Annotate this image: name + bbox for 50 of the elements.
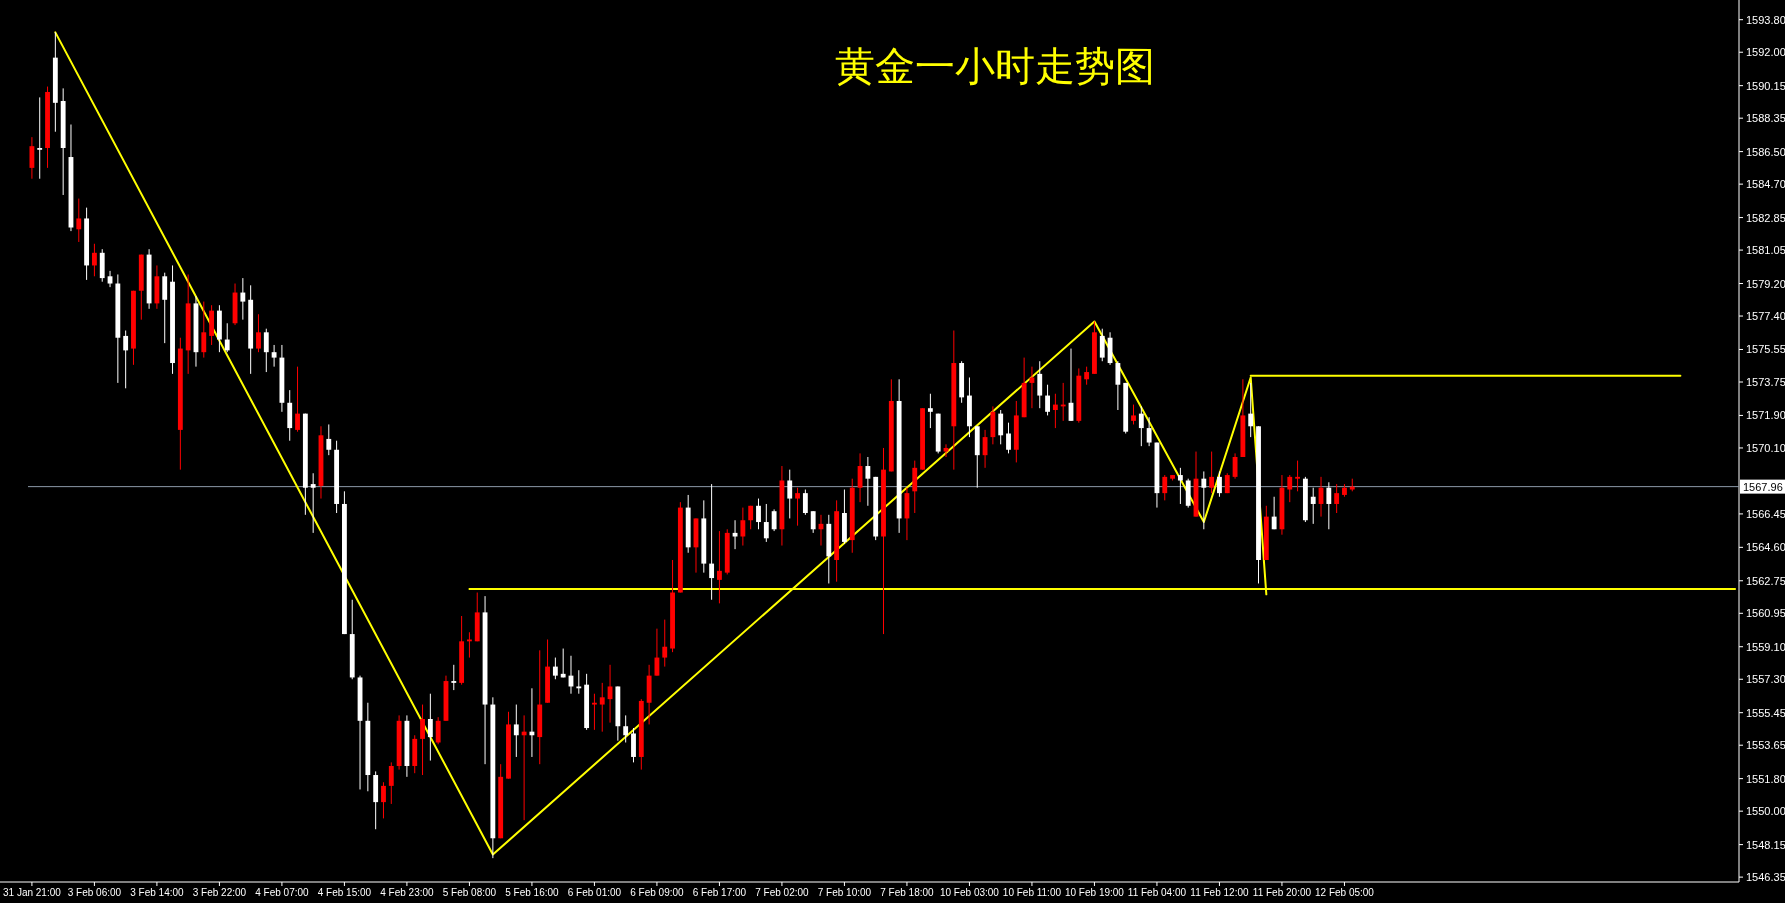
y-tick-label: 1575.55 — [1746, 343, 1785, 356]
y-tick-label: 1571.90 — [1746, 409, 1785, 422]
y-tick-label: 1573.75 — [1746, 376, 1785, 388]
x-tick-label: 31 Jan 21:00 — [2, 887, 62, 898]
x-tick-label: 12 Feb 05:00 — [1314, 887, 1375, 898]
y-tick-label: 1577.40 — [1746, 310, 1785, 323]
x-tick-label: 7 Feb 10:00 — [817, 887, 872, 898]
x-tick-label: 3 Feb 06:00 — [67, 887, 122, 898]
y-tick-label: 1590.15 — [1746, 79, 1785, 92]
x-tick-label: 10 Feb 03:00 — [939, 887, 1000, 898]
y-tick-label: 1555.45 — [1746, 706, 1785, 719]
y-tick-label: 1562.75 — [1746, 574, 1785, 587]
y-tick-label: 1553.65 — [1746, 739, 1785, 752]
x-tick-label: 6 Feb 09:00 — [630, 887, 685, 898]
ref-line-label: 1567.96 — [1743, 480, 1783, 493]
y-tick-label: 1588.35 — [1746, 112, 1785, 125]
y-tick-label: 1560.95 — [1746, 607, 1785, 620]
y-tick-label: 1564.60 — [1746, 541, 1785, 554]
y-tick-label: 1592.00 — [1746, 46, 1785, 59]
x-tick-label: 11 Feb 20:00 — [1252, 887, 1312, 898]
x-tick-label: 10 Feb 19:00 — [1064, 887, 1125, 898]
y-tick-label: 1581.05 — [1746, 244, 1785, 257]
y-tick-label: 1586.50 — [1746, 145, 1785, 158]
y-tick-label: 1559.10 — [1746, 640, 1785, 653]
y-tick-label: 1551.80 — [1746, 772, 1785, 785]
x-tick-label: 3 Feb 22:00 — [192, 887, 247, 898]
x-tick-label: 4 Feb 15:00 — [317, 887, 372, 898]
x-tick-label: 6 Feb 17:00 — [692, 887, 747, 898]
x-tick-label: 10 Feb 11:00 — [1002, 887, 1062, 898]
x-tick-label: 5 Feb 08:00 — [442, 887, 497, 898]
text: 黄金一小时走势图 — [835, 44, 1155, 89]
x-tick-label: 7 Feb 18:00 — [880, 887, 935, 898]
y-tick-label: 1579.20 — [1746, 277, 1785, 290]
y-tick-label: 1548.15 — [1746, 838, 1785, 851]
x-tick-label: 7 Feb 02:00 — [755, 887, 810, 898]
y-tick-label: 1582.85 — [1746, 211, 1785, 224]
y-tick-label: 1557.30 — [1746, 673, 1785, 686]
x-tick-label: 11 Feb 12:00 — [1190, 887, 1249, 898]
x-tick-label: 4 Feb 07:00 — [255, 887, 310, 898]
x-tick-label: 11 Feb 04:00 — [1127, 887, 1187, 898]
y-tick-label: 1584.70 — [1746, 178, 1785, 191]
y-tick-label: 1593.80 — [1746, 13, 1785, 26]
y-tick-label: 1570.10 — [1746, 441, 1785, 454]
x-tick-label: 6 Feb 01:00 — [567, 887, 622, 898]
x-tick-label: 5 Feb 16:00 — [505, 887, 560, 898]
x-tick-label: 4 Feb 23:00 — [380, 887, 435, 898]
x-tick-label: 3 Feb 14:00 — [130, 887, 185, 898]
y-tick-label: 1566.45 — [1746, 507, 1785, 520]
y-tick-label: 1546.35 — [1746, 871, 1785, 884]
y-tick-label: 1550.00 — [1746, 805, 1785, 818]
